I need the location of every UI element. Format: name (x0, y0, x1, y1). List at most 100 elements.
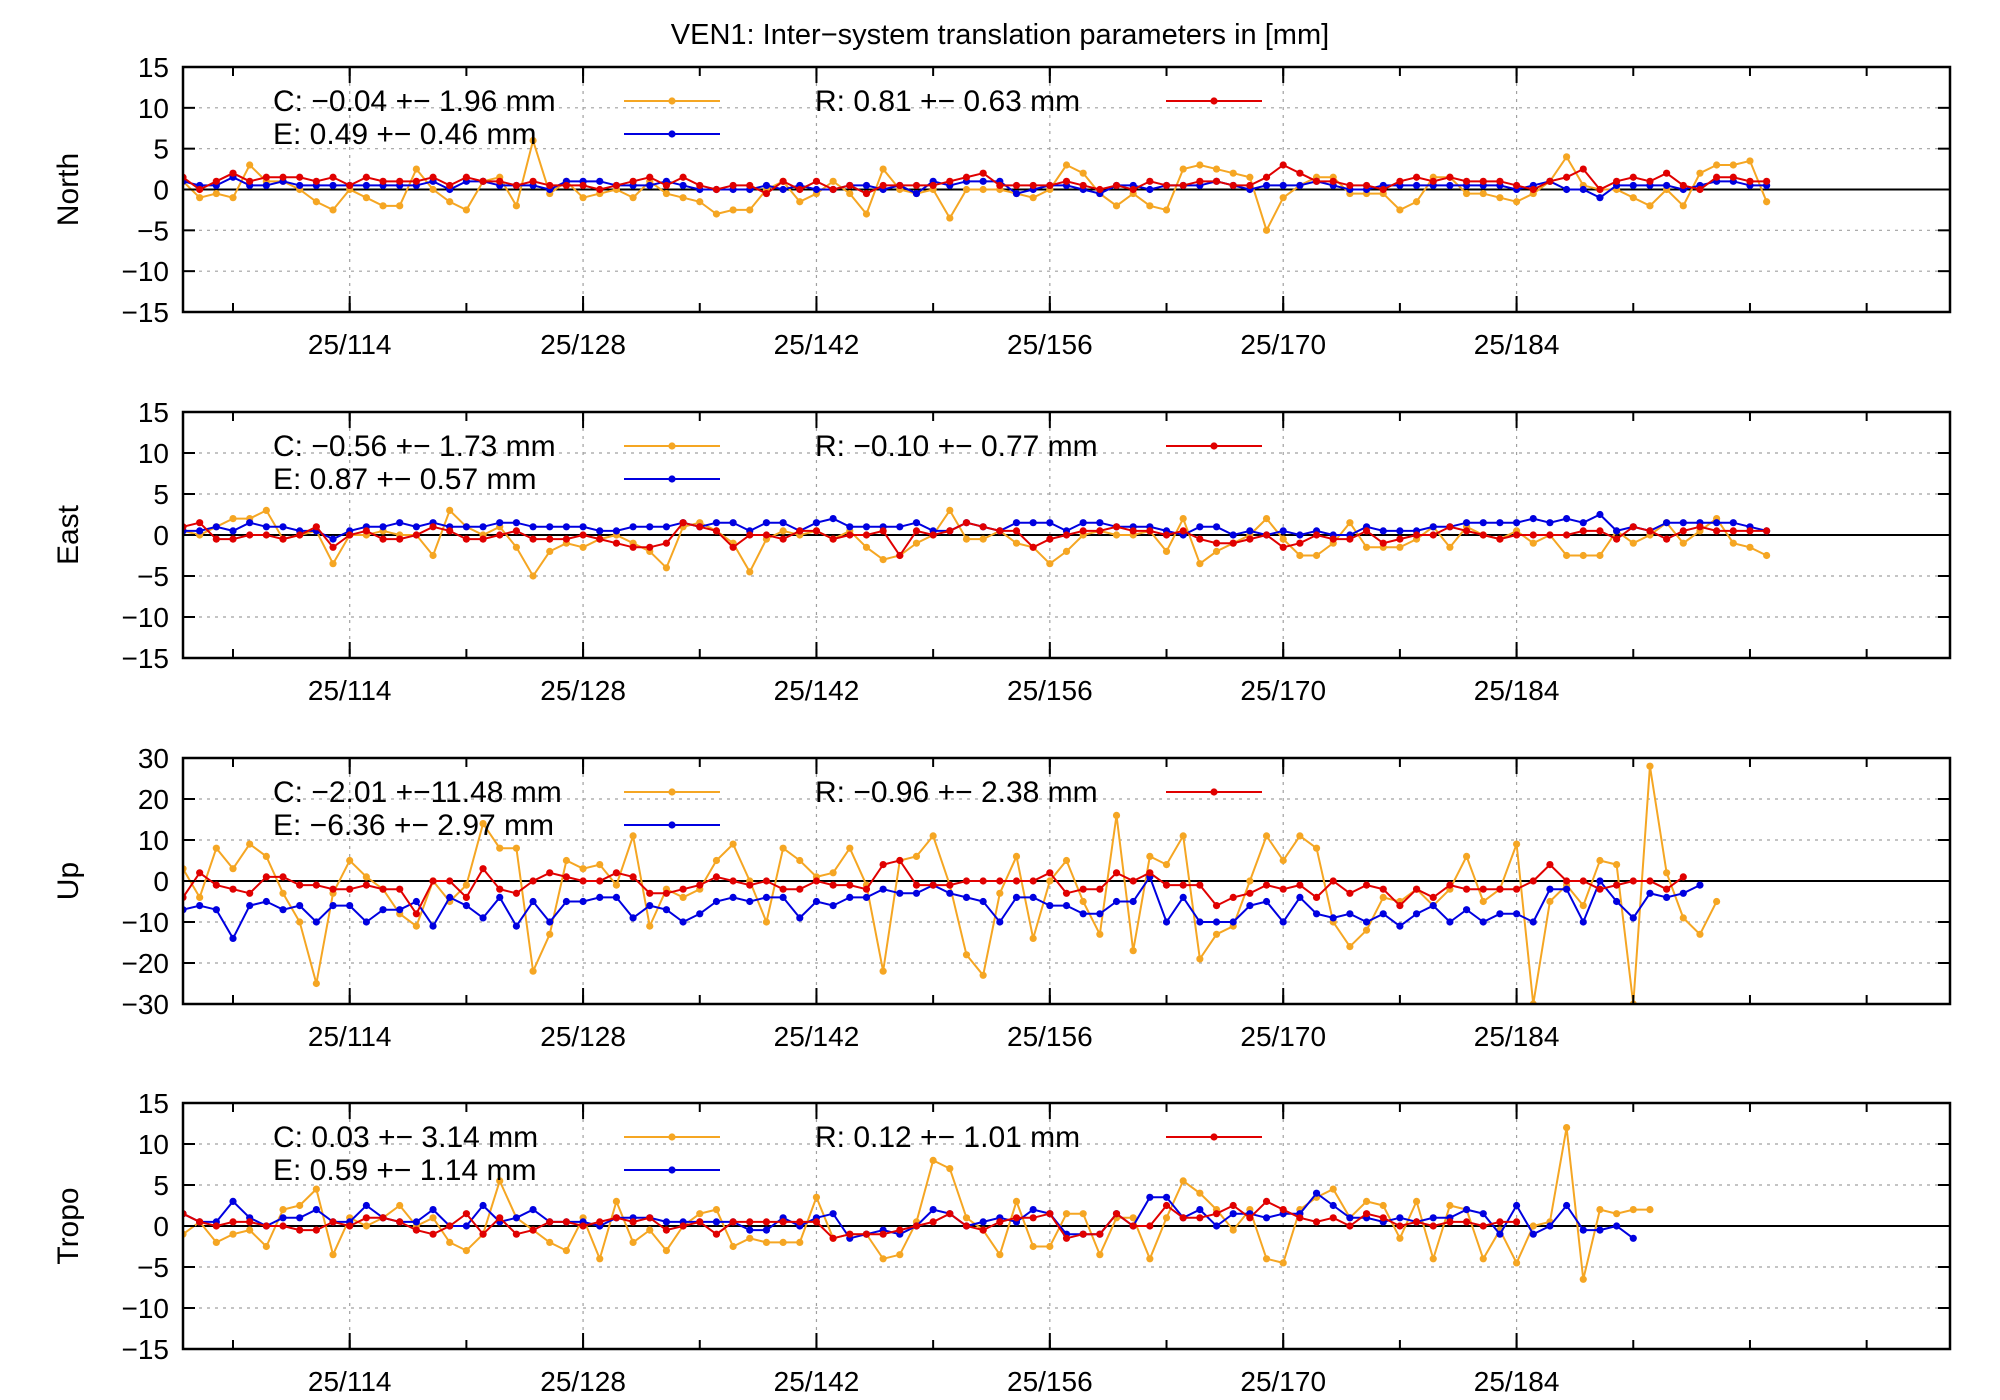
data-point-e (1446, 918, 1454, 926)
data-point-e (912, 519, 921, 527)
y-tick-label: 0 (153, 866, 169, 897)
data-point-c (562, 856, 571, 865)
data-point-r (896, 1226, 904, 1234)
data-point-r (1246, 1214, 1254, 1222)
data-point-r (462, 1210, 470, 1218)
data-point-r (1546, 531, 1554, 539)
data-point-c (1312, 844, 1321, 852)
data-point-c (1546, 897, 1554, 906)
data-point-r (712, 1230, 721, 1238)
data-point-e (412, 1218, 420, 1226)
data-point-c (496, 844, 504, 852)
data-point-e (1396, 1214, 1404, 1222)
data-point-r (1512, 181, 1521, 190)
data-point-c (346, 856, 354, 865)
data-point-c (846, 189, 854, 198)
data-point-r (762, 1218, 771, 1226)
legend-label-c: C: 0.03 +− 3.14 mm (273, 1121, 538, 1154)
data-point-c (396, 1201, 404, 1210)
data-point-c (1629, 194, 1637, 202)
data-point-r (512, 527, 520, 535)
data-point-e (596, 177, 604, 185)
data-point-r (1246, 535, 1254, 543)
data-point-r (1296, 1214, 1304, 1222)
data-point-e (212, 906, 220, 914)
y-tick-label: 0 (153, 520, 169, 551)
data-point-r (812, 527, 821, 535)
data-point-c (212, 844, 220, 852)
data-point-r (1496, 885, 1504, 893)
data-point-r (829, 1234, 837, 1242)
data-point-e (1462, 906, 1471, 914)
data-point-e (1579, 519, 1587, 527)
data-point-r (1379, 1214, 1387, 1222)
data-point-e (1012, 519, 1021, 527)
data-point-r (1462, 177, 1471, 185)
legend-label-c: C: −0.04 +− 1.96 mm (273, 85, 556, 118)
data-point-e (1646, 889, 1654, 897)
data-point-r (1129, 1222, 1137, 1230)
data-point-c (596, 1255, 604, 1263)
data-point-r (1062, 177, 1071, 185)
data-point-c (679, 893, 687, 902)
data-point-r (862, 885, 871, 893)
data-point-c (1346, 519, 1354, 527)
data-point-c (1562, 551, 1571, 560)
data-point-r (1279, 885, 1287, 893)
data-point-r (746, 881, 754, 889)
data-point-r (679, 1222, 687, 1230)
data-point-c (1179, 515, 1187, 523)
data-point-e (1096, 519, 1104, 527)
data-point-r (1446, 1218, 1454, 1226)
data-point-c (229, 865, 237, 873)
data-point-r (1479, 1222, 1487, 1230)
data-point-c (1062, 161, 1071, 169)
data-point-r (1646, 877, 1654, 885)
data-point-r (1529, 877, 1537, 885)
data-point-c (1446, 1201, 1454, 1210)
y-axis-label: Tropo (52, 1187, 85, 1264)
data-point-c (429, 551, 437, 560)
data-point-c (646, 922, 654, 930)
data-point-e (1029, 893, 1037, 902)
data-point-c (1262, 832, 1271, 840)
data-point-e (896, 523, 904, 531)
data-point-r (562, 535, 571, 543)
data-point-c (1596, 1206, 1604, 1214)
data-point-e (229, 1197, 237, 1205)
data-point-c (696, 1210, 704, 1218)
data-point-r (1362, 527, 1371, 535)
data-point-r (446, 527, 454, 535)
data-point-e (246, 519, 254, 527)
y-axis-label: North (52, 153, 85, 226)
x-tick-label: 25/156 (1007, 1366, 1093, 1397)
data-point-r (1029, 1214, 1037, 1222)
data-point-c (746, 1234, 754, 1242)
data-point-r (712, 185, 721, 194)
data-point-r (362, 881, 370, 889)
data-point-r (1362, 181, 1371, 190)
data-point-c (1179, 1177, 1187, 1185)
data-point-e (846, 523, 854, 531)
data-point-r (1279, 543, 1287, 551)
data-point-r (1462, 885, 1471, 893)
data-point-c (712, 1206, 721, 1214)
data-point-e (1112, 897, 1121, 906)
x-tick-label: 25/128 (540, 329, 626, 360)
data-point-r (1613, 881, 1621, 889)
data-point-c (1579, 902, 1587, 910)
data-point-r (1062, 1234, 1071, 1242)
y-tick-label: 10 (138, 93, 169, 124)
data-point-e (512, 1214, 520, 1222)
data-point-e (1479, 519, 1487, 527)
data-point-r (346, 181, 354, 190)
data-point-r (1429, 177, 1437, 185)
data-point-r (646, 173, 654, 181)
data-point-e (1046, 902, 1054, 910)
data-point-e (546, 918, 554, 926)
x-tick-label: 25/184 (1474, 1366, 1560, 1397)
data-point-r (229, 885, 237, 893)
data-point-r (196, 1218, 204, 1226)
x-tick-label: 25/184 (1474, 1021, 1560, 1052)
data-point-r (1262, 173, 1271, 181)
